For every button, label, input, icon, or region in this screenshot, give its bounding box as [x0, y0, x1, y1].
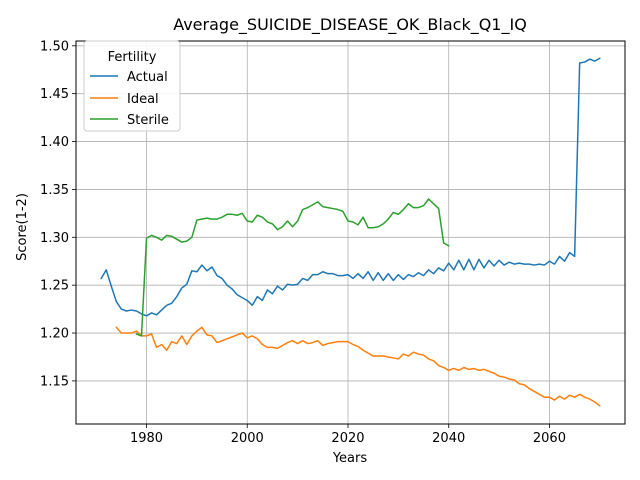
x-axis-ticks: 1980 2000 2020 2040 2060: [130, 424, 566, 446]
legend: Fertility Actual Ideal Sterile: [83, 40, 181, 132]
series-line-sterile: [135, 198, 450, 337]
x-tick-label: 2000: [231, 431, 264, 446]
y-tick-label: 1.20: [40, 327, 69, 342]
legend-label-sterile: Sterile: [127, 113, 169, 128]
series-lines: [100, 57, 601, 407]
x-tick-label: 2040: [432, 431, 465, 446]
y-tick-label: 1.15: [40, 374, 69, 389]
series-line-actual: [100, 57, 601, 317]
y-tick-label: 1.25: [40, 279, 69, 294]
plot-area-frame: [75, 40, 626, 425]
chart-title: Average_SUICIDE_DISEASE_OK_Black_Q1_IQ: [173, 15, 527, 35]
legend-label-actual: Actual: [127, 70, 168, 85]
legend-label-ideal: Ideal: [127, 92, 159, 107]
x-tick-label: 2060: [533, 431, 566, 446]
x-axis-label: Years: [332, 451, 368, 466]
y-tick-label: 1.35: [40, 183, 69, 198]
x-tick-label: 1980: [130, 431, 163, 446]
y-tick-label: 1.50: [40, 39, 69, 54]
x-tick-label: 2020: [331, 431, 364, 446]
legend-box: [83, 40, 181, 132]
y-tick-label: 1.40: [40, 135, 69, 150]
y-axis-label: Score(1-2): [15, 193, 30, 261]
legend-title: Fertility: [108, 50, 157, 65]
grid-lines: [76, 41, 625, 424]
y-tick-label: 1.45: [40, 87, 69, 102]
y-tick-label: 1.30: [40, 231, 69, 246]
series-line-ideal: [115, 326, 601, 407]
y-axis-ticks: 1.15 1.20 1.25 1.30 1.35 1.40 1.45 1.50: [40, 39, 76, 389]
